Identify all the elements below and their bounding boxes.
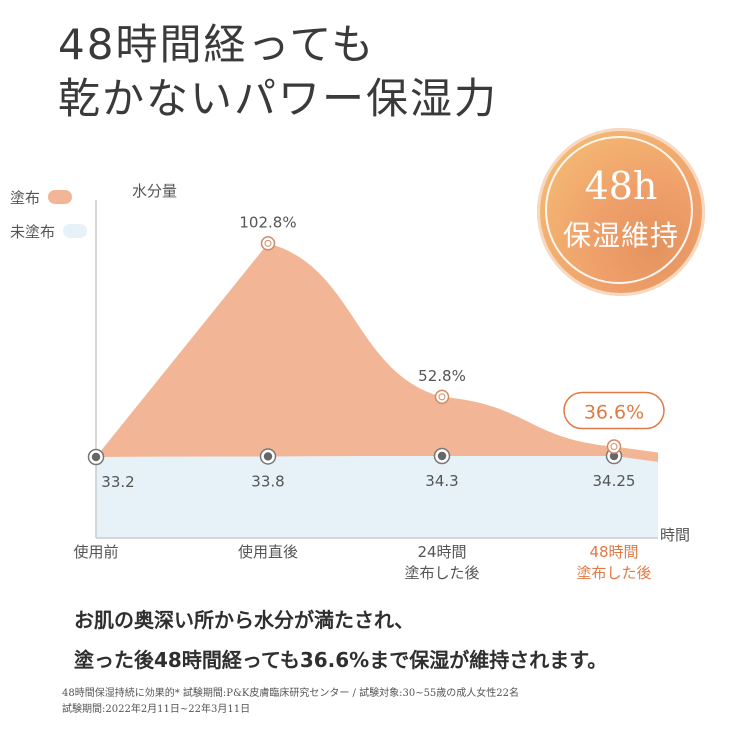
caption: お肌の奥深い所から水分が満たされ、 塗った後48時間経っても36.6%まで保湿が… — [74, 600, 607, 680]
applied-point-2 — [438, 393, 446, 401]
applied-label-2: 52.8% — [418, 367, 466, 385]
legend-label-not-applied: 未塗布 — [10, 222, 56, 241]
not-applied-label-0: 33.2 — [101, 473, 134, 491]
footnote: 48時間保湿持続に効果的* 試験期間:P&K皮膚臨床研究センター / 試験対象:… — [62, 686, 519, 718]
not-applied-label-1: 33.8 — [251, 472, 284, 490]
not-applied-label-3: 34.25 — [593, 472, 636, 490]
not-applied-point-2 — [437, 451, 447, 461]
48h-badge: 48h 保湿維持 — [537, 128, 705, 296]
headline-line-1: 48時間経っても — [58, 20, 376, 69]
applied-label-3: 36.6% — [584, 402, 644, 424]
headline-line-2: 乾かないパワー保湿力 — [58, 74, 499, 123]
caption-line-1: お肌の奥深い所から水分が満たされ、 — [74, 608, 415, 632]
moisture-chart: 時間 33.2 33.8 34.3 34.25 102.8% 52.8% 36.6% 使用前 使用… — [73, 200, 690, 582]
applied-label-1: 102.8% — [239, 213, 296, 231]
x-tick-label-3-1: 塗布した後 — [576, 564, 651, 582]
applied-point-3 — [610, 443, 618, 451]
legend-swatch-applied — [48, 190, 73, 204]
x-tick-label-0-0: 使用前 — [73, 543, 118, 561]
applied-point-1 — [264, 239, 272, 247]
legend-item-applied: 塗布 — [10, 180, 87, 214]
x-axis-label: 時間 — [660, 526, 690, 544]
y-axis-label: 水分量 — [132, 182, 178, 200]
badge-ring — [545, 136, 693, 284]
x-tick-label-2-0: 24時間 — [417, 543, 466, 561]
badge-title: 48h — [584, 164, 658, 208]
not-applied-point-0 — [91, 452, 101, 462]
legend-item-not-applied: 未塗布 — [10, 214, 88, 248]
legend-swatch-not-applied — [63, 224, 88, 238]
x-tick-label-2-1: 塗布した後 — [404, 564, 479, 582]
caption-line-2: 塗った後48時間経っても36.6%まで保湿が維持されます。 — [74, 648, 608, 672]
x-tick-label-3-0: 48時間 — [589, 543, 638, 561]
highlight-label-box — [563, 391, 665, 430]
not-applied-point-3 — [609, 451, 619, 461]
headline: 48時間経っても 乾かないパワー保湿力 — [58, 18, 498, 126]
badge-subtitle: 保湿維持 — [562, 219, 679, 252]
footnote-line-2: 試験期間:2022年2月11日~22年3月11日 — [62, 704, 251, 715]
not-applied-point-1 — [263, 452, 273, 461]
not-applied-label-2: 34.3 — [425, 472, 458, 490]
not-applied-area — [96, 456, 658, 538]
applied-area — [96, 243, 658, 463]
legend-label-applied: 塗布 — [10, 188, 41, 207]
footnote-line-1: 48時間保湿持続に効果的* 試験期間:P&K皮膚臨床研究センター / 試験対象:… — [62, 688, 520, 699]
x-tick-label-1-0: 使用直後 — [238, 543, 298, 561]
legend: 塗布 未塗布 — [10, 180, 88, 248]
